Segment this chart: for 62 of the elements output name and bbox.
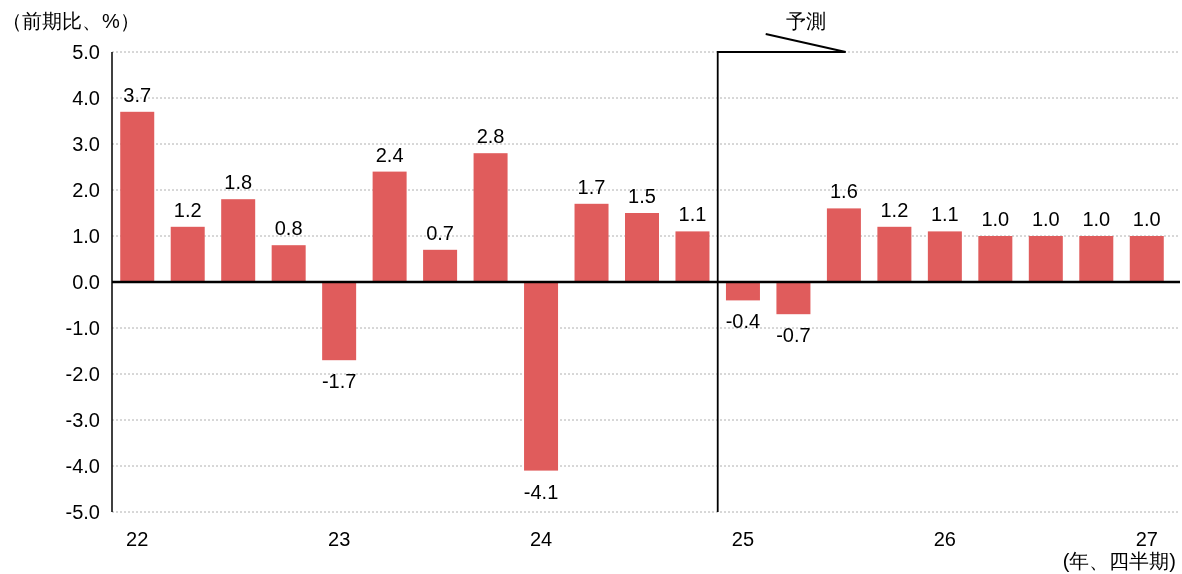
- data-label: 1.1: [930, 203, 959, 226]
- y-tick-label: 5.0: [72, 41, 100, 63]
- data-label: 1.0: [1031, 208, 1060, 230]
- x-tick-label: 23: [328, 528, 351, 550]
- bar: [1079, 236, 1114, 282]
- bar: [725, 282, 760, 301]
- data-label: 1.0: [981, 208, 1010, 230]
- y-tick-label: -1.0: [65, 317, 100, 339]
- data-label: -0.4: [725, 310, 761, 333]
- bar: [271, 245, 306, 282]
- x-tick-label: 22: [126, 528, 149, 550]
- y-tick-label: -4.0: [65, 455, 100, 477]
- data-label: 2.8: [476, 125, 505, 148]
- y-tick-label: 0.0: [72, 271, 100, 293]
- data-label: 1.2: [173, 198, 202, 221]
- bar: [1028, 236, 1063, 282]
- data-label: 0.7: [426, 221, 454, 244]
- data-label: 1.0: [1082, 208, 1111, 230]
- data-label: -1.7: [321, 370, 357, 393]
- bar: [423, 249, 458, 282]
- x-tick-label: 25: [731, 528, 755, 550]
- data-label: 1.7: [577, 175, 606, 198]
- bar: [322, 282, 357, 361]
- bar: [170, 226, 205, 282]
- data-label: 2.4: [375, 143, 404, 166]
- data-label: -0.7: [776, 324, 811, 347]
- y-tick-label: -5.0: [65, 501, 100, 523]
- data-label: 0.8: [274, 217, 303, 240]
- data-label: 1.8: [224, 171, 253, 194]
- bar: [978, 236, 1013, 282]
- ref-line-label: 予測: [785, 10, 826, 32]
- data-label: 1.2: [880, 198, 909, 221]
- bar: [473, 153, 508, 282]
- data-label: -4.1: [523, 480, 559, 503]
- bar: [625, 213, 659, 282]
- bar: [675, 231, 710, 282]
- bar: [877, 226, 912, 282]
- bar: [372, 171, 407, 282]
- y-tick-label: 4.0: [72, 87, 100, 109]
- y-tick-label: -2.0: [65, 363, 100, 385]
- data-label: 3.7: [123, 83, 152, 106]
- data-label: 1.1: [678, 203, 707, 226]
- x-axis-title: (年、四半期): [1062, 550, 1176, 572]
- bar: [221, 199, 256, 282]
- bar: [776, 282, 811, 315]
- y-tick-label: 3.0: [72, 133, 100, 155]
- bar: [574, 203, 609, 282]
- y-tick-label: 2.0: [72, 179, 100, 201]
- x-tick-label: 27: [1135, 528, 1158, 550]
- bar: [120, 111, 155, 282]
- y-tick-label: 1.0: [72, 225, 100, 247]
- data-label: 1.0: [1132, 208, 1161, 230]
- x-tick-label: 24: [529, 528, 553, 550]
- x-tick-label: 26: [933, 528, 956, 550]
- bar: [524, 282, 559, 471]
- data-label: 1.6: [830, 180, 858, 203]
- bar: [1129, 236, 1164, 282]
- bar: [826, 208, 861, 282]
- y-axis-title: （前期比、%）: [2, 10, 140, 32]
- data-label: 1.5: [628, 185, 656, 207]
- bar: [927, 231, 962, 282]
- y-tick-label: -3.0: [65, 409, 100, 431]
